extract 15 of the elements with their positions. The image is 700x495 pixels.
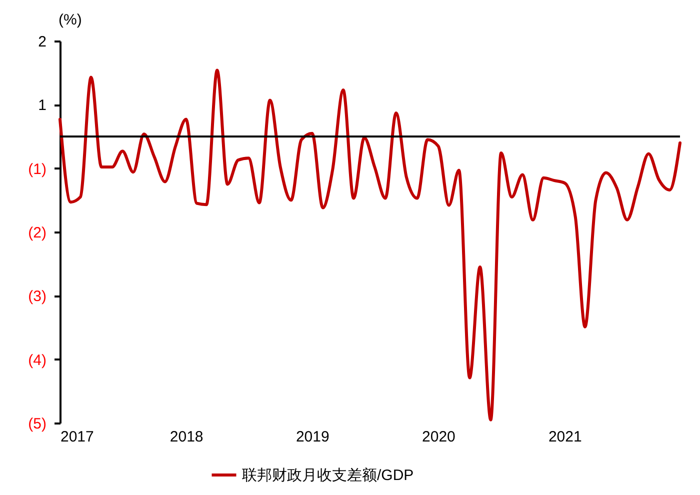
x-tick-label: 2017 — [60, 428, 94, 446]
legend-label: 联邦财政月收支差额/GDP — [242, 467, 414, 484]
y-axis-title: (%) — [58, 12, 82, 28]
x-tick-label: 2021 — [548, 428, 582, 446]
y-tick-label: (4) — [28, 352, 46, 369]
line-series — [58, 68, 682, 422]
x-tick-label: 2018 — [170, 428, 204, 446]
y-tick-label: (3) — [28, 288, 46, 306]
y-tick-label: 2 — [38, 34, 46, 50]
y-tick-label: (2) — [28, 224, 46, 242]
y-tick-label: (1) — [28, 160, 46, 178]
x-tick-label: 2020 — [422, 428, 456, 446]
x-tick-label: 2019 — [296, 428, 330, 446]
y-tick-label: 1 — [38, 97, 46, 114]
y-tick-label: (5) — [28, 416, 46, 432]
